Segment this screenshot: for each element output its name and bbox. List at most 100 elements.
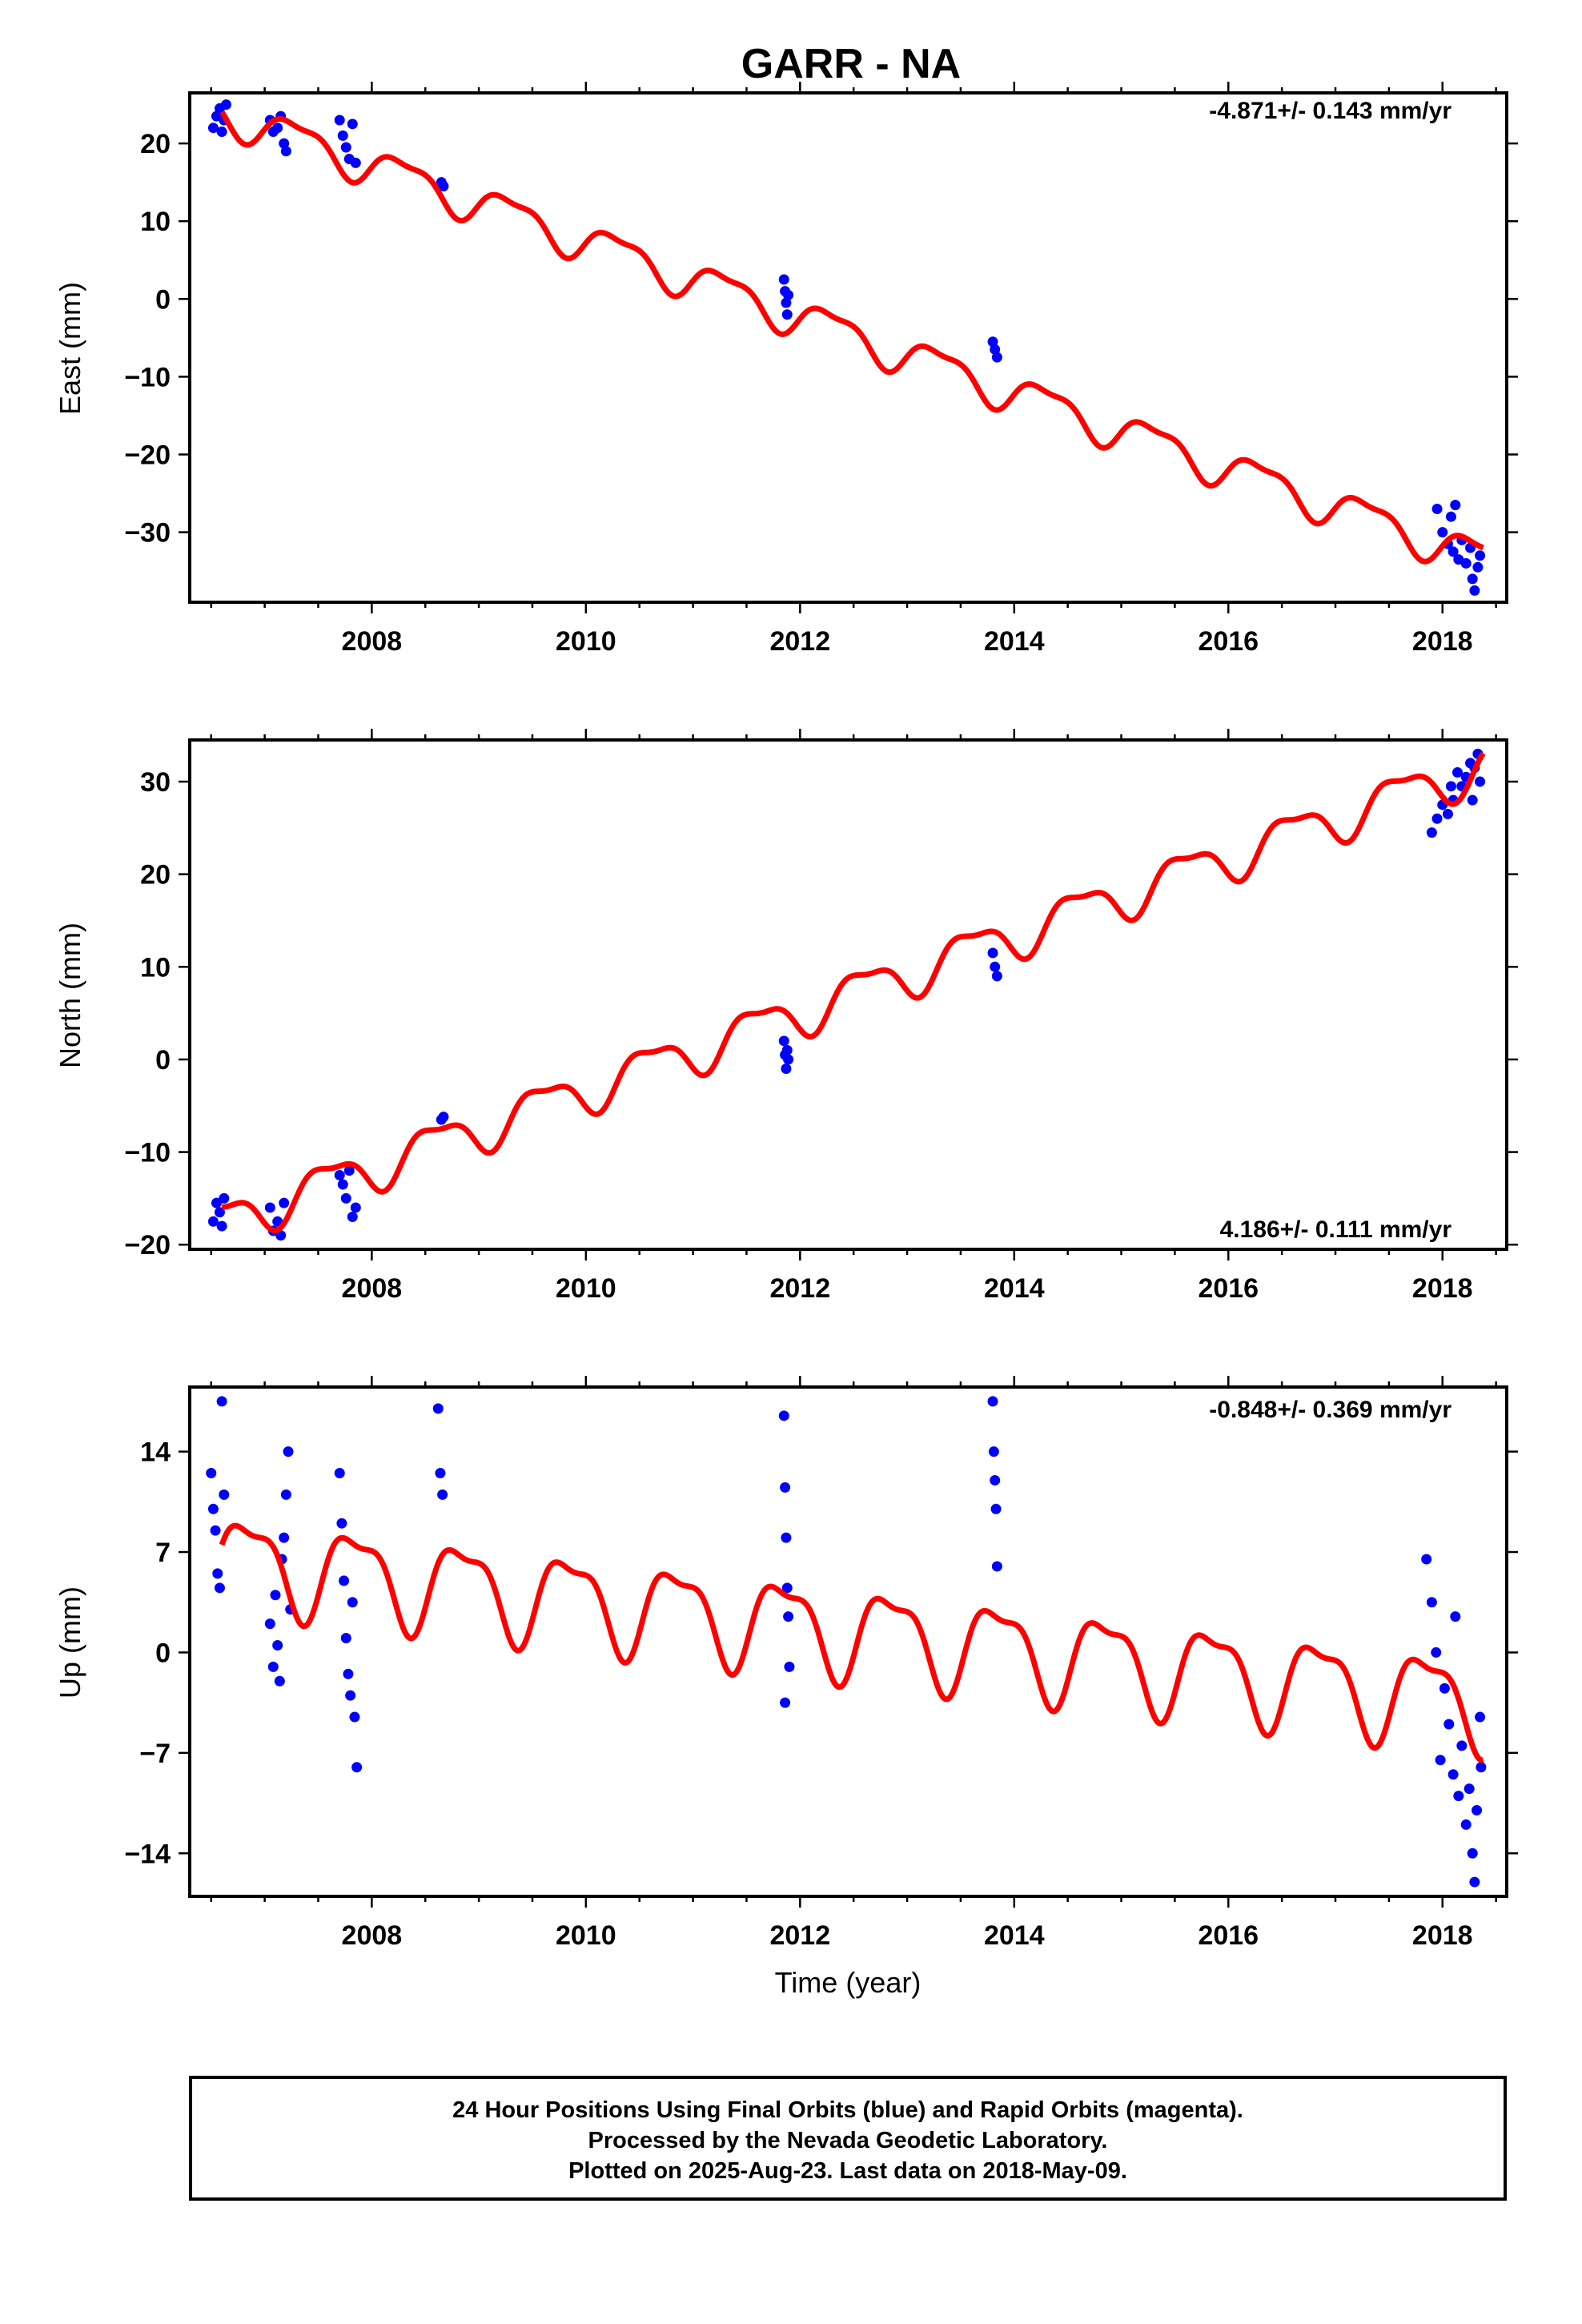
north-data-point <box>264 1202 275 1213</box>
east-ytick-label: 0 <box>155 284 171 315</box>
east-data-point <box>1475 550 1486 561</box>
east-data-point <box>350 157 361 168</box>
up-data-point <box>784 1661 795 1672</box>
up-data-point <box>1469 1876 1480 1888</box>
north-ytick-label: 30 <box>140 767 171 798</box>
up-ytick-label: −14 <box>124 1839 171 1869</box>
north-xtick-label: 2008 <box>342 1273 403 1304</box>
up-data-point <box>210 1525 221 1536</box>
up-data-point <box>990 1503 1002 1514</box>
north-data-point <box>778 1035 789 1047</box>
up-data-point <box>1475 1711 1486 1723</box>
up-data-point <box>1472 1805 1483 1816</box>
up-data-point <box>349 1711 360 1723</box>
north-xtick-label: 2010 <box>556 1273 616 1304</box>
north-data-point <box>334 1169 345 1180</box>
north-frame <box>188 738 1508 1251</box>
footer-line-1: 24 Hour Positions Using Final Orbits (bl… <box>452 2097 1243 2123</box>
up-data-point <box>267 1661 279 1672</box>
north-data-point <box>987 947 998 959</box>
up-data-point <box>990 1474 1001 1486</box>
north-data-point <box>207 1216 219 1227</box>
east-plot-area: 2008 2010 2012 2014 2016 2018 −30 −20 −10 0 10 20 <box>124 82 1518 657</box>
up-data-point <box>336 1518 347 1529</box>
north-ytick-label: −10 <box>124 1138 171 1168</box>
up-model-line <box>219 1522 1485 1763</box>
north-ytick-label: 20 <box>140 860 171 891</box>
east-ytick-label: −30 <box>124 518 171 549</box>
up-data-point <box>783 1611 794 1622</box>
footer-box: 24 Hour Positions Using Final Orbits (bl… <box>189 2076 1507 2201</box>
footer-line-3: Plotted on 2025-Aug-23. Last data on 201… <box>568 2158 1127 2184</box>
up-data-point <box>1460 1819 1472 1830</box>
up-data-point <box>1435 1755 1446 1766</box>
north-data-point <box>340 1192 351 1204</box>
up-data-point <box>216 1396 227 1407</box>
north-data-point <box>337 1179 348 1190</box>
up-data-point <box>264 1618 275 1630</box>
north-ytick-label: 0 <box>155 1045 171 1076</box>
up-data-point <box>280 1489 291 1500</box>
up-data-point <box>1421 1554 1432 1565</box>
up-data-point <box>283 1446 294 1458</box>
up-data-point <box>987 1396 998 1407</box>
east-xtick-label: 2012 <box>769 626 830 657</box>
up-data-point <box>435 1467 446 1478</box>
up-data-point <box>988 1446 999 1458</box>
east-data-point <box>334 115 345 126</box>
north-panel: 2008 2010 2012 2014 2016 2018 −20 −10 0 10 20 30 No… <box>54 729 1518 1304</box>
up-ytick-label: −7 <box>139 1739 171 1769</box>
up-data-point <box>780 1697 791 1708</box>
north-xtick-label: 2016 <box>1198 1273 1259 1304</box>
up-data-point <box>1464 1783 1475 1795</box>
up-ylabel: Up (mm) <box>54 1586 86 1699</box>
up-data-point <box>207 1503 219 1514</box>
up-xtick-label: 2010 <box>556 1920 616 1951</box>
footer-line-2: Processed by the Nevada Geodetic Laborat… <box>588 2128 1108 2153</box>
up-data-point <box>1447 1769 1459 1780</box>
up-ytick-label: 0 <box>155 1638 171 1668</box>
north-rate-label: 4.186+/- 0.111 mm/yr <box>1220 1216 1452 1243</box>
up-panel: 2008 2010 2012 2014 2016 2018 −14 −7 0 7 14 Up (mm… <box>54 1376 1518 1951</box>
north-data-point <box>783 1054 794 1065</box>
up-data-point <box>206 1467 217 1478</box>
up-data-point <box>781 1532 792 1543</box>
east-xtick-label: 2010 <box>556 626 616 657</box>
east-data-point <box>1472 561 1484 573</box>
up-ytick-label: 14 <box>140 1437 171 1468</box>
east-ytick-label: −20 <box>124 440 171 471</box>
north-data-point <box>781 1063 792 1075</box>
up-xtick-label: 2008 <box>342 1920 403 1951</box>
up-data-point <box>1439 1683 1450 1694</box>
east-data-point <box>1469 585 1480 596</box>
north-data-point <box>1426 827 1437 838</box>
up-data-point <box>1456 1740 1468 1751</box>
up-xtick-label: 2016 <box>1198 1920 1259 1951</box>
east-data-point <box>778 274 789 285</box>
north-data-point <box>1445 781 1456 792</box>
north-data-point <box>279 1197 290 1208</box>
east-data-point <box>220 99 231 111</box>
east-xtick-label: 2016 <box>1198 626 1259 657</box>
up-data-point <box>1453 1791 1464 1802</box>
up-data-point <box>219 1489 230 1500</box>
east-data-point <box>337 130 348 141</box>
north-data-point <box>990 961 1001 972</box>
up-data-point <box>272 1639 283 1651</box>
north-data-point <box>216 1220 227 1232</box>
north-data-point <box>1467 794 1478 806</box>
up-frame <box>188 1385 1508 1898</box>
up-data-point <box>214 1582 225 1594</box>
east-xtick-label: 2018 <box>1412 626 1473 657</box>
east-panel: 2008 2010 2012 2014 2016 2018 −30 −20 −10 0 10 20 E… <box>54 82 1518 657</box>
north-data-point <box>347 1212 358 1223</box>
up-data-point <box>432 1403 444 1414</box>
up-data-point <box>343 1668 354 1679</box>
east-ylabel: East (mm) <box>54 282 86 415</box>
up-data-point <box>212 1568 223 1579</box>
up-data-point <box>778 1410 789 1421</box>
north-data-point <box>991 971 1002 982</box>
up-data-point <box>279 1532 290 1543</box>
north-data-point <box>211 1197 222 1208</box>
